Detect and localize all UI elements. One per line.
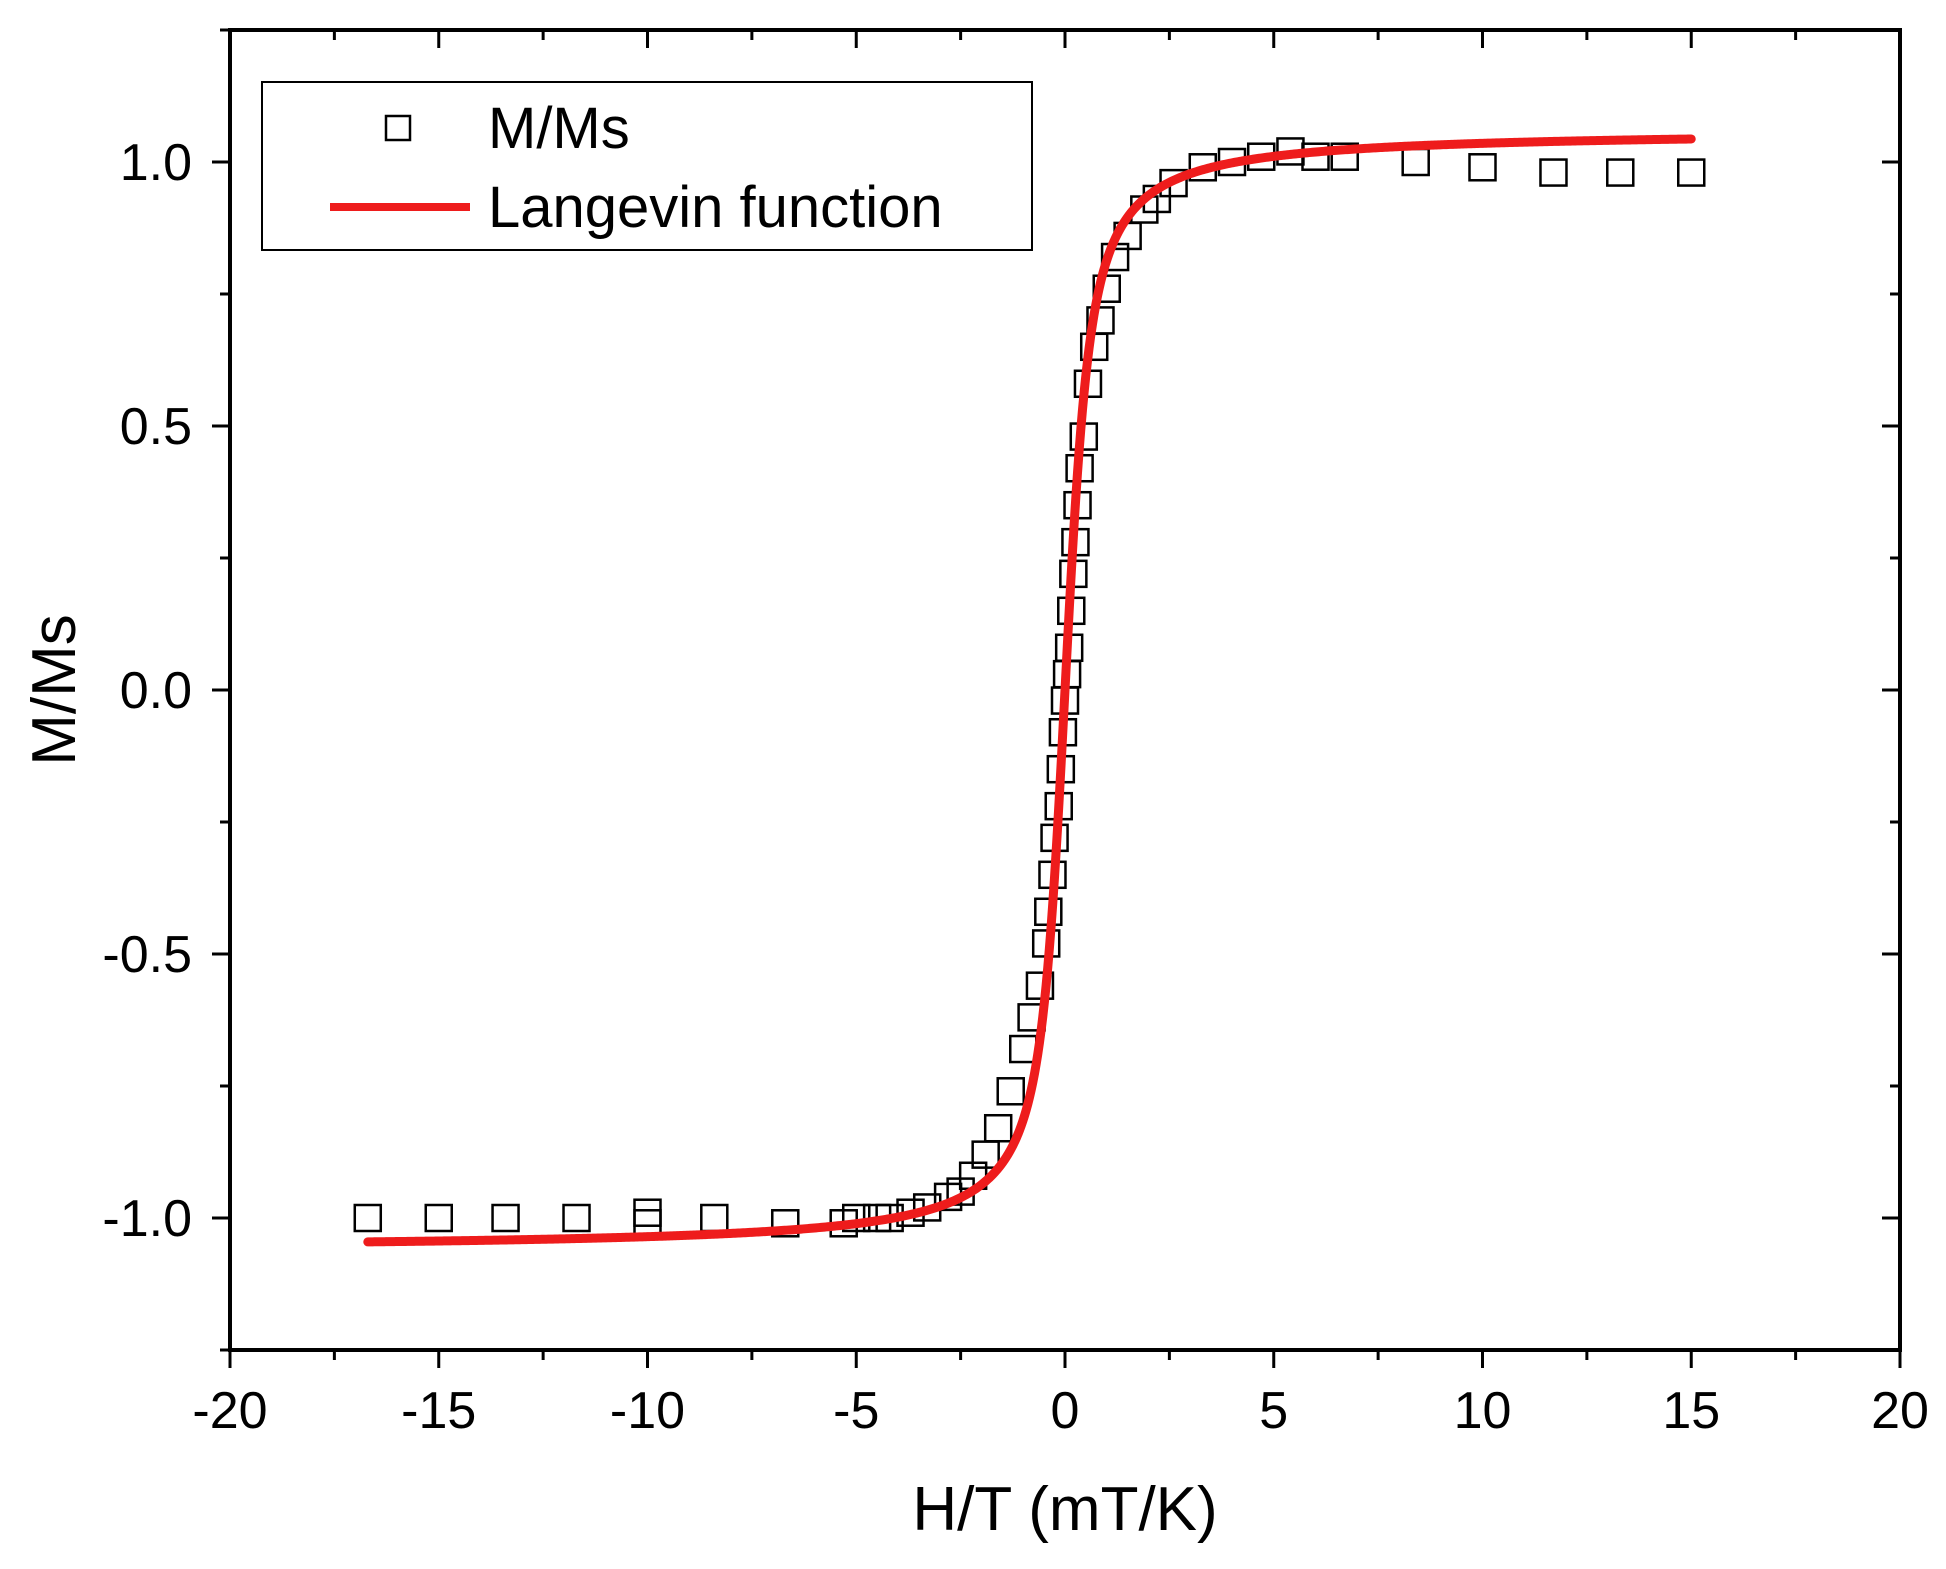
langevin-fit-line [363,134,1696,1247]
y-tick-label: 0.5 [120,398,192,456]
x-tick-label: 15 [1662,1382,1720,1440]
y-tick-label: 1.0 [120,134,192,192]
data-point [983,1113,1013,1143]
data-point [562,1203,591,1233]
y-tick-label: -1.0 [102,1190,192,1248]
x-tick-label: 0 [1051,1382,1080,1440]
x-axis-tick-labels: -20 -15 -10 -5 0 5 10 15 20 [192,1382,1929,1440]
axis-ticks [212,28,1902,1368]
x-tick-label: 10 [1454,1382,1512,1440]
data-point [1025,971,1055,1000]
data-point [1606,158,1635,187]
data-point [1086,306,1115,335]
data-point [996,1077,1025,1106]
legend-marker-square [384,114,412,142]
data-point [1468,153,1497,182]
data-point [1677,158,1706,187]
data-point [771,1209,800,1238]
data-point [1330,142,1359,171]
legend-label-langevin: Langevin function [488,175,943,240]
y-tick-label: 0.0 [120,662,192,720]
x-tick-label: -15 [401,1382,476,1440]
y-axis-tick-labels: -1.0 -0.5 0.0 0.5 1.0 [102,134,192,1248]
x-tick-label: 20 [1871,1382,1929,1440]
legend-label-m-ms: M/Ms [488,96,630,161]
legend-box [261,81,1033,251]
x-tick-label: -20 [192,1382,267,1440]
y-tick-label: -0.5 [102,926,192,984]
y-axis-title: M/Ms [20,614,89,766]
x-tick-label: -5 [833,1382,879,1440]
x-tick-label: -10 [610,1382,685,1440]
x-tick-label: 5 [1259,1382,1288,1440]
data-point [424,1203,453,1233]
data-point [1539,158,1568,187]
data-point [353,1203,383,1233]
x-axis-title: H/T (mT/K) [912,1475,1217,1544]
data-point [491,1203,520,1233]
legend: M/Ms Langevin function [261,81,1033,251]
